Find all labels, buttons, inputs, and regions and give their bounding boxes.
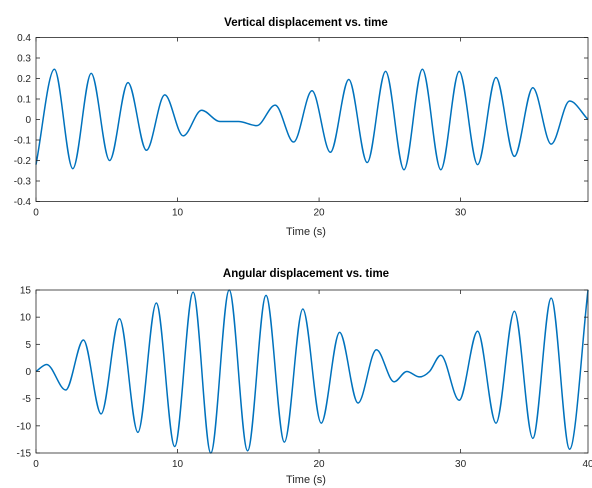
x-tick-label: 0 bbox=[33, 459, 39, 470]
series-line bbox=[35, 68, 589, 171]
chart-title: Angular displacement vs. time bbox=[223, 268, 389, 280]
x-axis-label: Time (s) bbox=[286, 226, 326, 238]
y-tick-label: 10 bbox=[20, 313, 32, 324]
chart-title: Vertical displacement vs. time bbox=[224, 17, 388, 29]
y-tick-label: 0 bbox=[25, 115, 31, 126]
x-axis-label: Time (s) bbox=[286, 474, 326, 486]
y-tick-label: 15 bbox=[20, 286, 32, 297]
y-tick-label: 0.3 bbox=[17, 54, 31, 65]
y-tick-label: 5 bbox=[25, 340, 31, 351]
y-tick-label: 0 bbox=[25, 367, 31, 378]
y-tick-label: 0.2 bbox=[17, 74, 31, 85]
y-tick-label: -0.1 bbox=[14, 136, 32, 147]
chart-marks bbox=[35, 68, 589, 171]
x-tick-label: 0 bbox=[33, 208, 39, 219]
y-tick-label: 0.4 bbox=[17, 33, 31, 44]
axis-ticks: 0 10 20 30 -0.4 -0.3 -0.2 -0.1 0 0.1 0.2 0.3 0.4 bbox=[14, 33, 588, 219]
y-tick-label: -0.3 bbox=[14, 177, 32, 188]
x-tick-label: 10 bbox=[172, 459, 184, 470]
y-tick-label: -15 bbox=[17, 449, 32, 460]
chart-marks bbox=[35, 289, 589, 454]
axis-ticks: 0 10 20 30 40 -15 -10 -5 0 5 10 15 bbox=[17, 286, 592, 471]
y-tick-label: -5 bbox=[22, 394, 31, 405]
y-tick-label: -10 bbox=[17, 421, 32, 432]
x-tick-label: 20 bbox=[314, 459, 326, 470]
x-tick-label: 30 bbox=[455, 208, 467, 219]
vertical-displacement-chart: Vertical displacement vs. time 0 10 20 30 -0… bbox=[14, 17, 589, 238]
x-tick-label: 30 bbox=[455, 459, 467, 470]
series-line bbox=[35, 289, 589, 454]
y-tick-label: -0.2 bbox=[14, 156, 32, 167]
x-tick-label: 10 bbox=[172, 208, 184, 219]
x-tick-label: 40 bbox=[582, 459, 592, 470]
angular-displacement-chart: Angular displacement vs. time 0 10 20 30 40 -… bbox=[17, 268, 592, 486]
x-tick-label: 20 bbox=[314, 208, 326, 219]
y-tick-label: 0.1 bbox=[17, 95, 31, 106]
y-tick-label: -0.4 bbox=[14, 197, 32, 208]
